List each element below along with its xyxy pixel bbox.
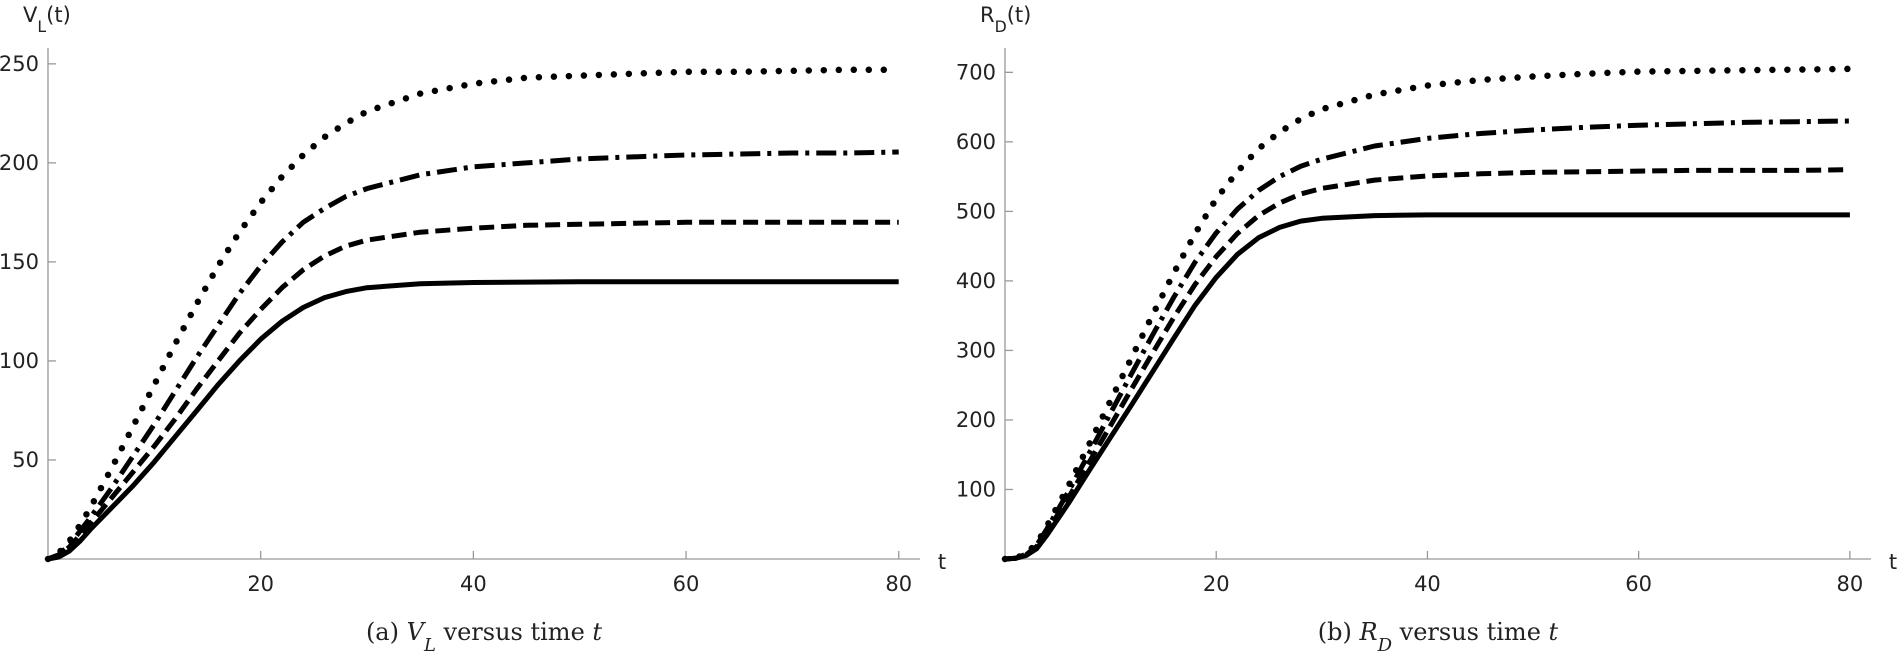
x-tick-label: 40 bbox=[1414, 572, 1441, 596]
line-series bbox=[1004, 118, 1850, 562]
caption-part: versus time bbox=[1392, 618, 1549, 646]
caption-part: L bbox=[423, 635, 436, 656]
y-axis-label-part: (t) bbox=[46, 3, 71, 27]
y-axis-label-part: R bbox=[980, 3, 995, 27]
line-series bbox=[1001, 65, 1854, 563]
y-axis-label: VL(t) bbox=[23, 3, 71, 36]
x-tick-label: 20 bbox=[1203, 572, 1230, 596]
y-tick-label: 600 bbox=[956, 130, 996, 154]
y-tick-label: 50 bbox=[12, 448, 39, 472]
y-tick-label: 100 bbox=[956, 477, 996, 501]
y-tick-label: 150 bbox=[0, 250, 39, 274]
x-tick-label: 80 bbox=[1837, 572, 1864, 596]
y-tick-label: 200 bbox=[956, 408, 996, 432]
x-tick-label: 60 bbox=[673, 572, 700, 596]
x-tick-label: 80 bbox=[885, 572, 912, 596]
y-tick-label: 700 bbox=[956, 60, 996, 84]
y-axis-label-part: D bbox=[995, 17, 1007, 36]
x-axis-label: t bbox=[1889, 550, 1897, 574]
line-series bbox=[47, 219, 899, 562]
caption-part: (b) bbox=[1318, 618, 1360, 646]
y-axis-label: RD(t) bbox=[980, 3, 1031, 36]
line-series bbox=[47, 149, 899, 562]
caption-part: t bbox=[1549, 618, 1559, 646]
y-tick-label: 300 bbox=[956, 338, 996, 362]
y-tick-label: 500 bbox=[956, 199, 996, 223]
y-tick-label: 250 bbox=[0, 52, 39, 76]
x-axis-label: t bbox=[938, 550, 946, 574]
y-axis-label-part: L bbox=[37, 17, 46, 36]
caption-part: versus time bbox=[436, 618, 593, 646]
caption-part: t bbox=[592, 618, 602, 646]
y-tick-label: 200 bbox=[0, 151, 39, 175]
line-series bbox=[47, 279, 899, 562]
line-series bbox=[1004, 167, 1850, 562]
caption-part: D bbox=[1377, 635, 1393, 656]
x-tick-label: 60 bbox=[1625, 572, 1652, 596]
x-tick-label: 20 bbox=[247, 572, 274, 596]
caption-part: (a) bbox=[366, 618, 407, 646]
caption-part: V bbox=[407, 618, 427, 646]
y-axis-label-part: (t) bbox=[1007, 3, 1032, 27]
line-series bbox=[44, 66, 902, 563]
caption: (b) RD versus time t bbox=[1318, 618, 1559, 656]
caption: (a) VL versus time t bbox=[366, 618, 602, 656]
y-tick-label: 400 bbox=[956, 269, 996, 293]
x-tick-label: 40 bbox=[460, 572, 487, 596]
y-tick-label: 100 bbox=[0, 349, 39, 373]
y-axis-label-part: V bbox=[23, 3, 38, 27]
caption-part: R bbox=[1359, 618, 1378, 646]
